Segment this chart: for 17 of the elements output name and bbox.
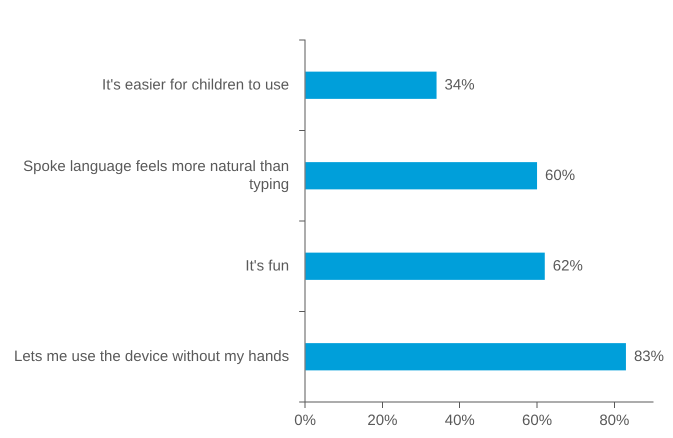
bar bbox=[306, 343, 626, 370]
data-label: 60% bbox=[545, 166, 576, 184]
bar bbox=[306, 252, 545, 280]
x-tick-label: 60% bbox=[522, 412, 552, 430]
x-tick-label: 20% bbox=[367, 412, 398, 430]
x-tick-label: 0% bbox=[294, 412, 316, 430]
bar bbox=[306, 162, 538, 190]
data-label: 34% bbox=[444, 76, 475, 94]
bar bbox=[306, 72, 437, 99]
y-tick-label: Spoke language feels more natural than typing bbox=[23, 158, 290, 193]
x-tick-label: 80% bbox=[599, 412, 630, 430]
y-tick-label: Lets me use the device without my hands bbox=[14, 348, 290, 365]
y-tick-label: It's easier for children to use bbox=[102, 76, 290, 94]
x-tick-label: 40% bbox=[444, 412, 475, 430]
data-label: 83% bbox=[634, 348, 664, 365]
data-label: 62% bbox=[552, 257, 583, 274]
y-tick-label: It's fun bbox=[245, 257, 290, 274]
